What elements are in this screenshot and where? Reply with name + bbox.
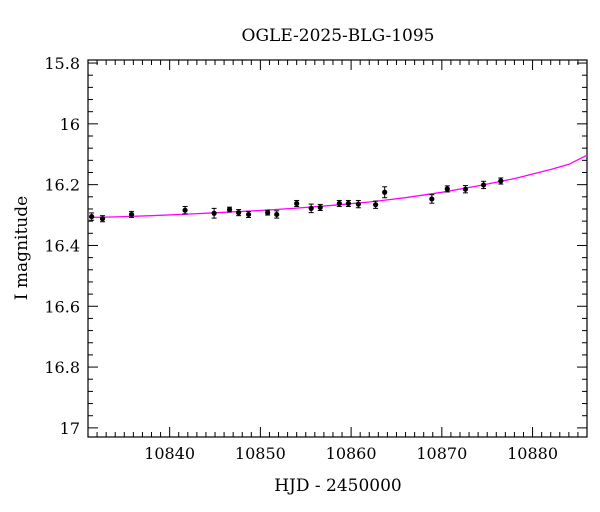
model-curve-line xyxy=(87,154,588,219)
y-tick-label: 16 xyxy=(60,115,80,134)
data-marker xyxy=(236,210,242,216)
data-marker xyxy=(274,211,280,218)
x-tick-labels: 10840 10850 10860 10870 10880 xyxy=(144,444,558,463)
data-point xyxy=(462,185,469,194)
data-point xyxy=(274,210,280,219)
data-marker xyxy=(355,201,361,207)
x-tick-label: 10850 xyxy=(235,444,286,463)
x-tick-label: 10860 xyxy=(326,444,377,463)
model-curve xyxy=(87,154,588,219)
x-axis-label: HJD - 2450000 xyxy=(274,476,402,496)
y-tick-label: 17 xyxy=(60,419,80,438)
x-tick-label: 10840 xyxy=(144,444,195,463)
data-point xyxy=(480,180,487,190)
data-marker xyxy=(308,205,314,211)
data-point xyxy=(336,199,342,208)
data-marker xyxy=(211,210,217,216)
axis-ticks xyxy=(87,60,588,437)
x-tick-label: 10870 xyxy=(416,444,467,463)
data-marker xyxy=(429,196,435,202)
data-marker xyxy=(265,210,271,216)
data-point xyxy=(294,199,300,208)
data-marker xyxy=(128,211,135,218)
data-point xyxy=(211,207,217,219)
data-point xyxy=(308,203,314,214)
data-point xyxy=(226,206,233,213)
plot-area: 15.8 16 16.2 16.4 16.6 16.8 17 10840 10850 10860… xyxy=(44,54,588,463)
data-point xyxy=(317,203,323,211)
y-tick-label: 16.8 xyxy=(44,358,80,377)
plot-frame xyxy=(87,59,588,438)
data-marker xyxy=(382,189,388,195)
data-point xyxy=(182,206,188,215)
data-point xyxy=(498,177,504,185)
y-tick-label: 16.6 xyxy=(44,297,80,316)
data-marker xyxy=(373,202,379,208)
y-tick-label: 15.8 xyxy=(44,54,80,73)
data-marker xyxy=(245,211,252,218)
data-point xyxy=(373,200,379,209)
y-tick-label: 16.4 xyxy=(44,236,80,255)
data-point xyxy=(265,209,271,216)
data-marker xyxy=(480,182,487,188)
data-marker xyxy=(226,206,233,213)
data-marker xyxy=(336,200,342,207)
data-marker xyxy=(89,213,95,220)
chart-title: OGLE-2025-BLG-1095 xyxy=(242,26,435,46)
y-tick-label: 16.2 xyxy=(44,176,80,195)
data-point xyxy=(382,186,388,199)
data-points xyxy=(89,177,504,223)
data-point xyxy=(429,194,435,204)
data-point xyxy=(128,210,135,218)
x-tick-label: 10880 xyxy=(507,444,558,463)
data-marker xyxy=(444,186,450,192)
data-point xyxy=(355,199,361,209)
data-point xyxy=(444,185,450,193)
data-marker xyxy=(462,186,469,192)
y-tick-labels: 15.8 16 16.2 16.4 16.6 16.8 17 xyxy=(44,54,80,438)
data-marker xyxy=(182,207,188,213)
data-point xyxy=(245,210,252,218)
data-point xyxy=(345,199,351,208)
y-axis-label: I magnitude xyxy=(12,196,32,300)
data-point xyxy=(99,215,106,223)
data-marker xyxy=(99,216,106,222)
data-marker xyxy=(498,178,504,184)
data-point xyxy=(89,212,95,221)
data-marker xyxy=(317,204,323,211)
data-point xyxy=(236,209,242,217)
data-marker xyxy=(294,200,300,207)
data-marker xyxy=(345,200,351,207)
